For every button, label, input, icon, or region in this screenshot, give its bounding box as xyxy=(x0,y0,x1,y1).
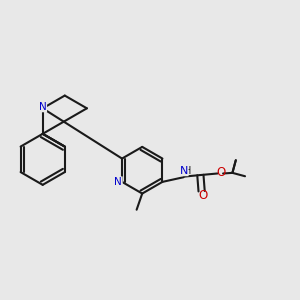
Text: N: N xyxy=(180,166,188,176)
Text: N: N xyxy=(114,177,122,187)
Text: O: O xyxy=(199,189,208,202)
Text: O: O xyxy=(216,167,225,179)
Text: N: N xyxy=(39,102,46,112)
Text: H: H xyxy=(184,166,192,176)
